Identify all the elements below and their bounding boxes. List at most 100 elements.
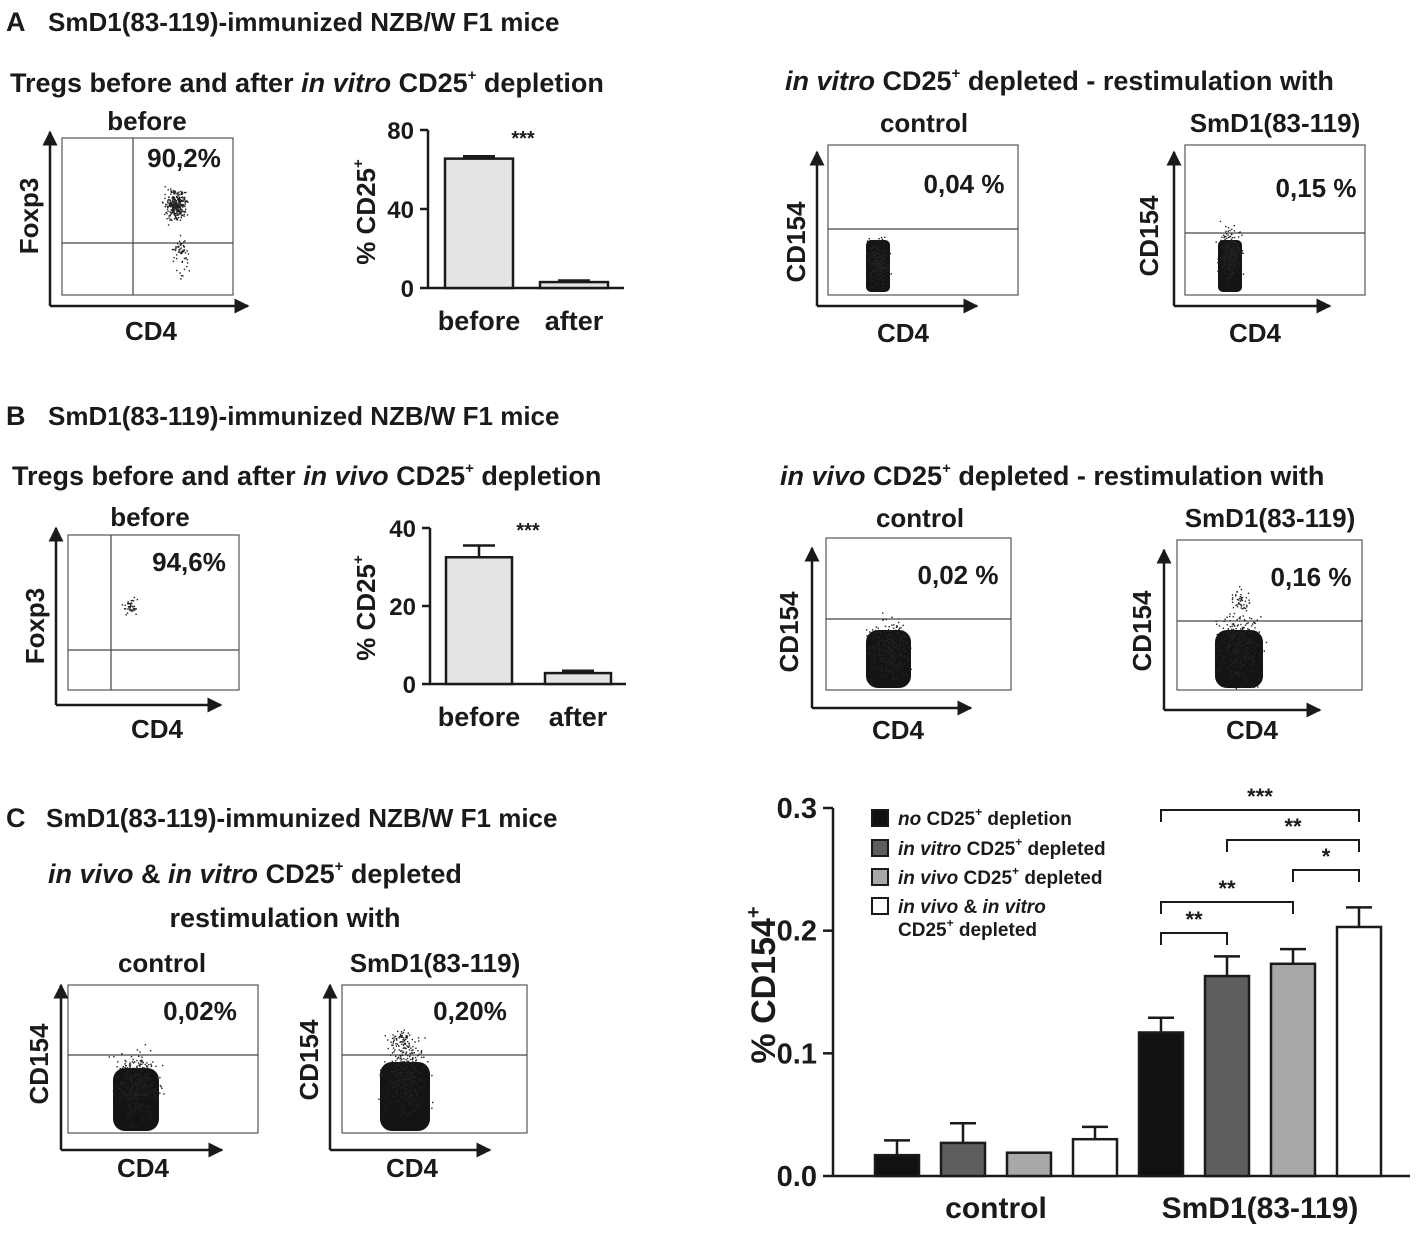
event-dot (1225, 256, 1227, 259)
bar-B-bar-category-label: before (438, 702, 521, 732)
event-dot (1229, 268, 1231, 270)
event-dot (1231, 628, 1233, 630)
panel-a-cd154-control-title: control (880, 108, 968, 138)
event-dot (1239, 258, 1242, 260)
event-dot (870, 652, 872, 654)
event-dot (135, 1074, 137, 1076)
event-dot (156, 1077, 159, 1080)
event-dot (169, 214, 172, 216)
event-dot (186, 250, 188, 252)
bar-A-bar-category-label: after (545, 306, 604, 336)
event-dot (389, 1083, 392, 1085)
event-dot (877, 647, 880, 649)
event-dot (875, 260, 877, 262)
event-dot (148, 1064, 150, 1066)
event-dot (870, 275, 872, 277)
event-dot (1246, 637, 1248, 639)
event-dot (1232, 653, 1234, 655)
event-dot (405, 1059, 407, 1061)
event-dot (142, 1062, 144, 1064)
event-dot (407, 1040, 409, 1043)
event-dot (1221, 265, 1224, 268)
event-dot (126, 1114, 128, 1116)
event-dot (402, 1039, 404, 1041)
event-dot (159, 1084, 162, 1087)
panel-a-cd154-control-scatter (866, 236, 892, 292)
event-dot (871, 263, 873, 265)
event-dot (134, 1098, 137, 1100)
event-dot (146, 1085, 148, 1088)
c-chart-significance-bracket (1226, 839, 1360, 852)
panel-b-cd154-smd1-dense-population (1215, 630, 1263, 688)
event-dot (1235, 647, 1237, 650)
event-dot (407, 1062, 409, 1064)
event-dot (415, 1059, 418, 1061)
legend-label-2: in vivo CD25+ depleted (898, 864, 1102, 889)
event-dot (153, 1090, 155, 1093)
event-dot (127, 1098, 129, 1100)
event-dot (890, 670, 892, 672)
event-dot (414, 1069, 416, 1072)
event-dot (432, 1101, 434, 1104)
event-dot (875, 634, 878, 636)
event-dot (885, 665, 887, 667)
event-dot (1240, 658, 1242, 660)
event-dot (1245, 655, 1248, 657)
event-dot (1260, 616, 1262, 618)
event-dot (182, 244, 185, 247)
event-dot (1244, 643, 1246, 646)
event-dot (874, 260, 876, 262)
event-dot (397, 1105, 400, 1107)
event-dot (1224, 272, 1226, 274)
event-dot (888, 264, 890, 266)
event-dot (1244, 663, 1246, 665)
event-dot (147, 1092, 149, 1094)
event-dot (169, 202, 172, 204)
event-dot (172, 260, 175, 263)
event-dot (1242, 627, 1244, 629)
panel-a-cd154-control-ylabel: CD154 (781, 201, 811, 282)
event-dot (417, 1101, 419, 1103)
panel-a-cd154-control-plot: control 0,04 % CD4 CD154 (781, 108, 1019, 348)
event-dot (874, 259, 876, 261)
event-dot (408, 1045, 411, 1047)
event-dot (1223, 240, 1225, 242)
event-dot (139, 1051, 141, 1053)
panel-c-cd154-smd1-title: SmD1(83-119) (350, 948, 521, 978)
event-dot (1219, 645, 1221, 648)
event-dot (407, 1070, 409, 1072)
event-dot (400, 1031, 403, 1033)
event-dot (403, 1073, 406, 1076)
event-dot (873, 254, 875, 256)
event-dot (178, 210, 180, 212)
event-dot (180, 278, 182, 280)
event-dot (146, 1065, 148, 1067)
event-dot (1236, 638, 1238, 640)
event-dot (868, 646, 871, 648)
event-dot (125, 1061, 127, 1063)
panel-b-foxp3-population (121, 596, 139, 616)
event-dot (899, 664, 901, 666)
event-dot (1238, 682, 1240, 684)
event-dot (129, 1066, 131, 1068)
event-dot (141, 1081, 143, 1083)
event-dot (889, 652, 892, 654)
event-dot (873, 638, 875, 640)
event-dot (181, 260, 184, 263)
event-dot (877, 667, 879, 670)
event-dot (882, 268, 884, 270)
event-dot (402, 1072, 404, 1074)
event-dot (392, 1042, 394, 1044)
event-dot (1258, 631, 1261, 633)
event-dot (174, 193, 176, 195)
event-dot (883, 651, 885, 654)
event-dot (387, 1047, 389, 1050)
event-dot (1221, 242, 1224, 244)
event-dot (181, 193, 183, 195)
event-dot (1251, 641, 1253, 643)
event-dot (881, 667, 883, 669)
event-dot (1228, 665, 1230, 667)
event-dot (393, 1037, 395, 1039)
event-dot (132, 606, 134, 608)
event-dot (1233, 262, 1235, 264)
